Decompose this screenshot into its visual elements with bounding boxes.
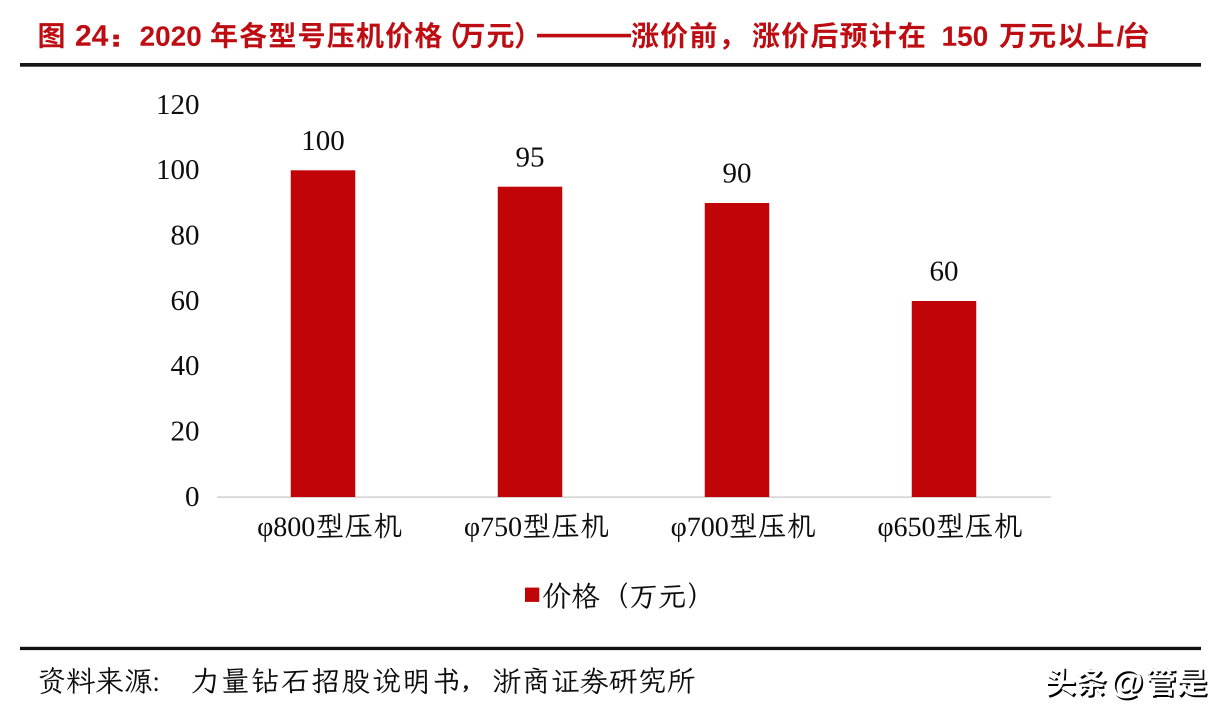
svg-text:0: 0: [185, 481, 200, 513]
svg-text:40: 40: [171, 350, 200, 382]
svg-text:90: 90: [723, 158, 752, 190]
svg-text:20: 20: [171, 416, 200, 448]
svg-text:60: 60: [930, 256, 959, 288]
svg-text:60: 60: [171, 285, 200, 317]
svg-text:120: 120: [156, 89, 200, 121]
svg-text:100: 100: [156, 154, 200, 186]
svg-text:80: 80: [171, 220, 200, 252]
svg-text:95: 95: [516, 141, 545, 173]
svg-text:100: 100: [301, 125, 345, 157]
